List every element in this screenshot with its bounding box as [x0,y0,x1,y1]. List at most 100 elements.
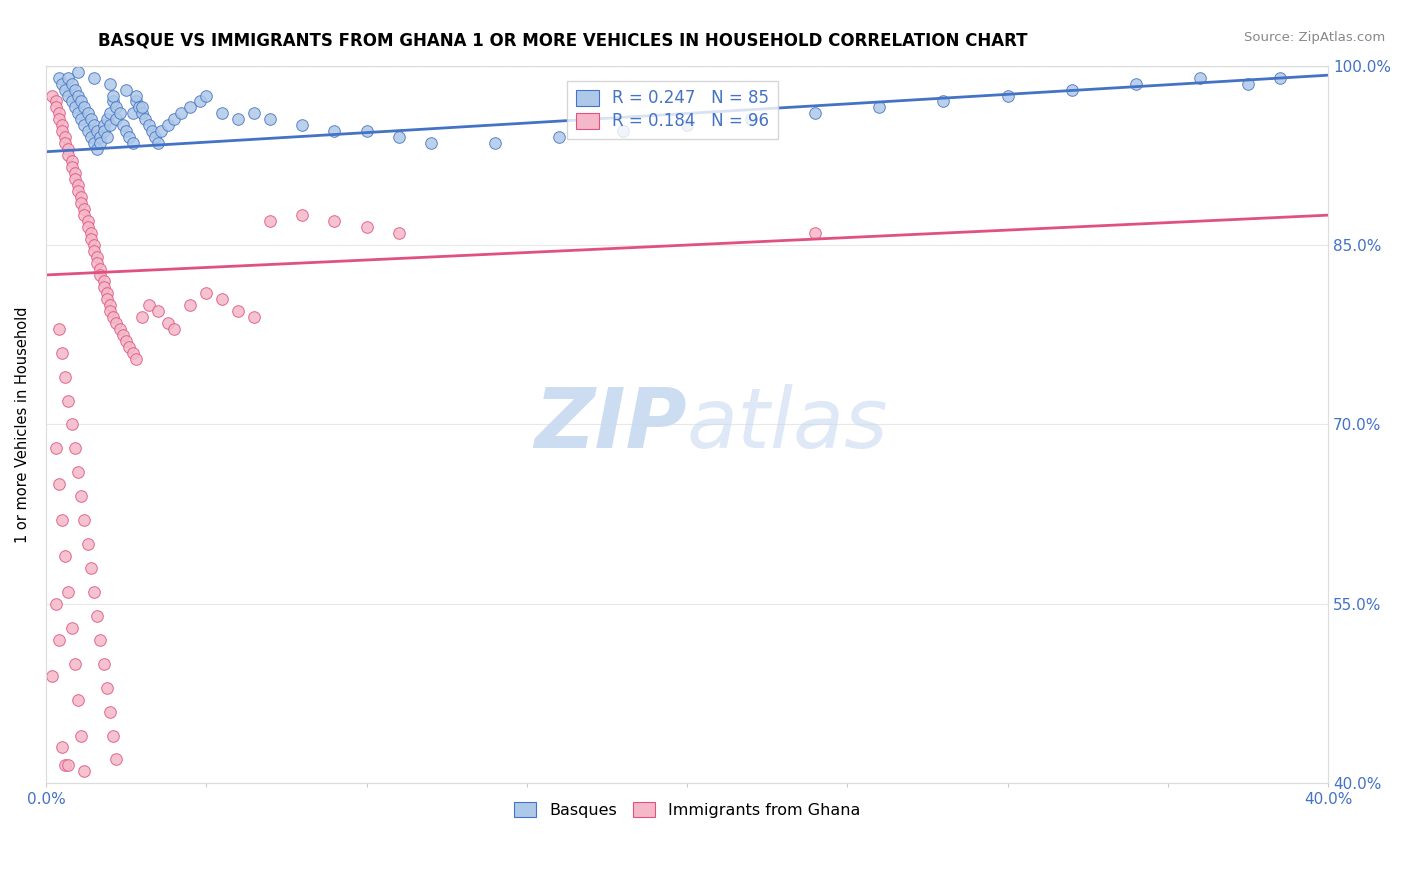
Point [41,88,63,103]
Point [53,136,76,151]
Point [53,758,76,772]
Point [93,280,115,294]
Point [96,112,118,127]
Point [51,513,73,527]
Point [419,136,441,151]
Point [83,70,105,85]
Point [111,119,134,133]
Point [53,130,76,145]
Point [73,513,96,527]
Point [356,124,378,138]
Point [134,112,156,127]
Point [740,112,762,127]
Point [80,226,103,240]
Point [89,262,111,277]
Point [804,226,827,240]
Point [48,632,70,647]
Text: ZIP: ZIP [534,384,688,465]
Point [128,100,150,114]
Point [93,119,115,133]
Point [60,621,83,635]
Point [86,142,108,156]
Point [58,585,80,599]
Point [98,298,121,312]
Y-axis label: 1 or more Vehicles in Household: 1 or more Vehicles in Household [15,306,30,542]
Point [131,106,153,120]
Point [96,285,118,300]
Point [211,106,233,120]
Point [156,119,179,133]
Point [83,119,105,133]
Point [131,310,153,324]
Point [243,106,266,120]
Point [108,322,131,336]
Point [73,202,96,216]
Point [676,119,699,133]
Text: BASQUE VS IMMIGRANTS FROM GHANA 1 OR MORE VEHICLES IN HOUSEHOLD CORRELATION CHAR: BASQUE VS IMMIGRANTS FROM GHANA 1 OR MOR… [98,31,1028,49]
Point [118,130,141,145]
Point [96,681,118,695]
Point [45,597,67,611]
Point [105,752,128,766]
Point [53,369,76,384]
Point [70,729,93,743]
Point [70,190,93,204]
Point [121,136,143,151]
Point [48,112,70,127]
Point [66,106,89,120]
Point [125,88,148,103]
Point [93,274,115,288]
Point [86,250,108,264]
Point [115,334,138,348]
Point [98,106,121,120]
Point [73,208,96,222]
Point [96,292,118,306]
Point [121,106,143,120]
Point [58,148,80,162]
Point [804,106,827,120]
Legend: Basques, Immigrants from Ghana: Basques, Immigrants from Ghana [506,794,869,826]
Point [76,537,98,551]
Point [51,119,73,133]
Point [53,549,76,563]
Point [163,322,186,336]
Point [66,64,89,78]
Point [66,88,89,103]
Point [211,292,233,306]
Point [291,119,314,133]
Point [73,764,96,779]
Point [80,232,103,246]
Point [105,112,128,127]
Point [83,585,105,599]
Point [98,705,121,719]
Point [103,310,125,324]
Point [387,130,409,145]
Text: Source: ZipAtlas.com: Source: ZipAtlas.com [1244,31,1385,45]
Point [70,112,93,127]
Point [105,100,128,114]
Point [93,657,115,671]
Point [356,220,378,235]
Point [48,70,70,85]
Point [41,669,63,683]
Point [66,184,89,198]
Point [86,256,108,270]
Point [1125,77,1147,91]
Point [323,214,346,228]
Point [86,124,108,138]
Point [60,95,83,109]
Point [51,740,73,755]
Point [188,95,211,109]
Point [76,106,98,120]
Point [115,82,138,96]
Point [45,442,67,456]
Point [93,124,115,138]
Point [73,119,96,133]
Point [387,226,409,240]
Point [76,214,98,228]
Point [70,196,93,211]
Point [58,70,80,85]
Point [146,136,169,151]
Point [259,112,281,127]
Point [195,285,218,300]
